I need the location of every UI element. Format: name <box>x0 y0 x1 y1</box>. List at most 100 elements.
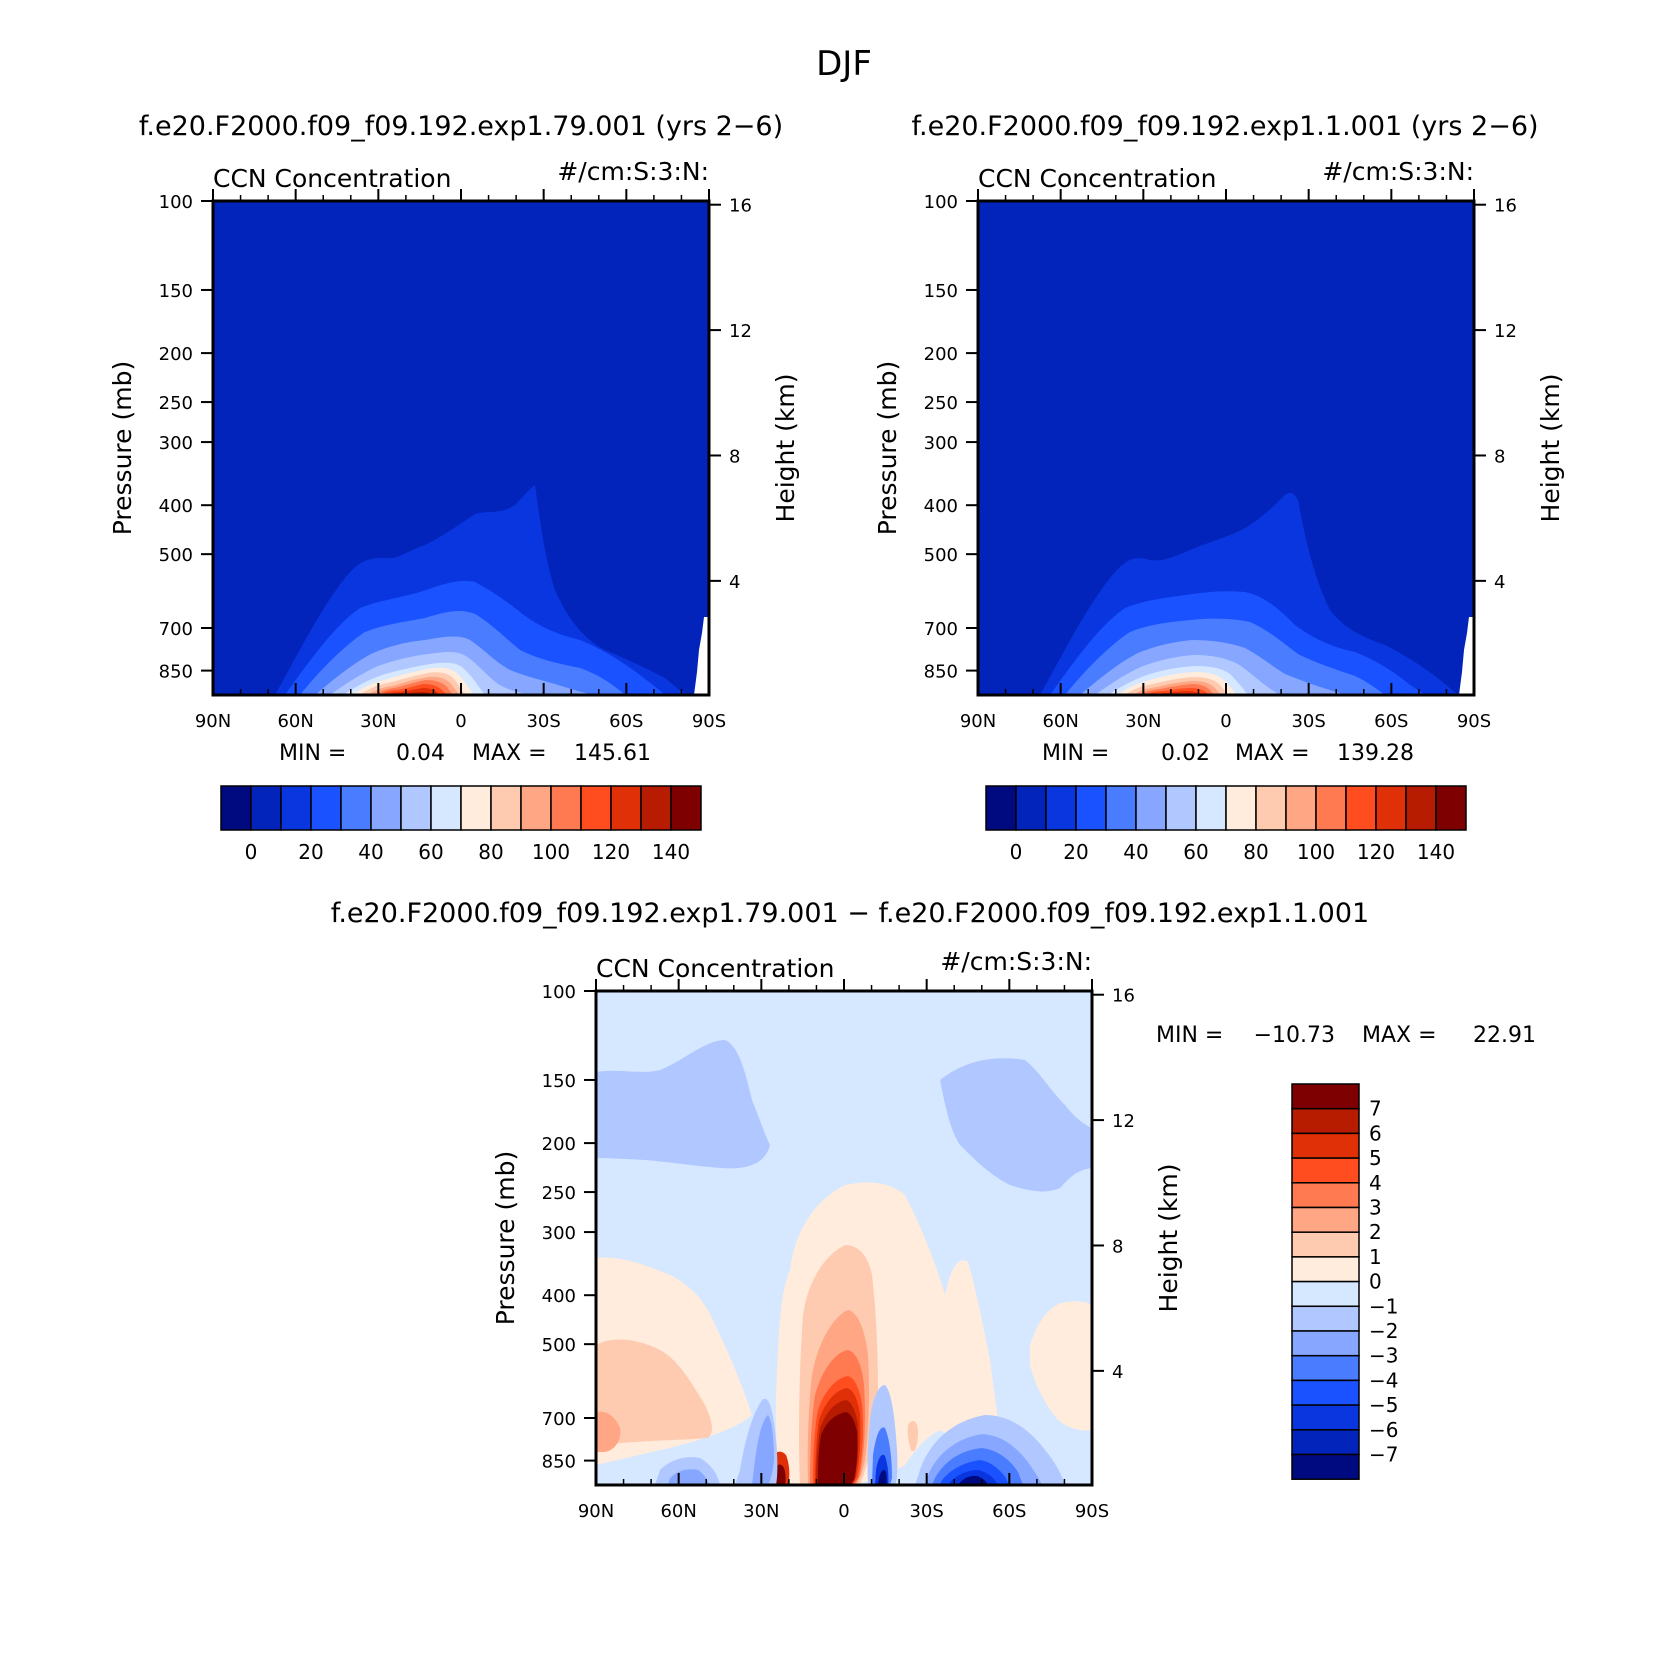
y-tick-label: 500 <box>924 545 958 566</box>
colorbar-swatch <box>1291 1231 1360 1258</box>
height-tick-label: 8 <box>729 446 740 467</box>
colorbar-swatch <box>1291 1354 1360 1382</box>
max-label: MAX = <box>1362 1023 1437 1048</box>
colorbar-swatch <box>1291 1305 1360 1332</box>
height-tick-label: 16 <box>1494 196 1517 217</box>
colorbar-label: 140 <box>652 840 690 864</box>
units-label: #/cm:S:3:N: <box>1322 157 1474 186</box>
colorbar-label: −7 <box>1369 1443 1398 1467</box>
colorbar-swatch <box>640 785 672 831</box>
variable-label: CCN Concentration <box>596 954 834 983</box>
colorbar-swatch <box>1291 1379 1360 1406</box>
height-tick-label: 8 <box>1494 446 1505 467</box>
positive-patch-right <box>1030 1301 1092 1431</box>
y-tick-label: 700 <box>542 1409 576 1430</box>
y-tick-label: 250 <box>924 393 958 414</box>
positive-patch-left-edge <box>596 1411 621 1452</box>
y-axis-label-left: Pressure (mb) <box>491 1151 520 1325</box>
colorbar-label: 140 <box>1417 840 1455 864</box>
min-label: MIN = <box>279 741 346 766</box>
x-tick-label: 30S <box>1291 711 1325 732</box>
units-label: #/cm:S:3:N: <box>557 157 709 186</box>
y-tick-label: 400 <box>924 496 958 517</box>
colorbar-label: 40 <box>1123 840 1148 864</box>
colorbar-swatch <box>670 785 702 831</box>
colorbar-swatch <box>1015 785 1047 831</box>
x-tick-label: 90S <box>1075 1501 1109 1522</box>
y-tick-label: 300 <box>159 433 193 454</box>
colorbar-swatch <box>280 785 312 831</box>
negative-patch-30n-inner <box>752 1415 774 1485</box>
figure-title: DJF <box>816 44 872 84</box>
colorbar-swatch <box>250 785 282 831</box>
colorbar-label: 120 <box>1357 840 1395 864</box>
colorbar-swatch <box>1291 1330 1360 1357</box>
y-axis-label-right: Height (km) <box>1154 1164 1183 1313</box>
height-tick-label: 4 <box>1112 1362 1123 1383</box>
y-tick-label: 850 <box>542 1452 576 1473</box>
positive-core-max <box>818 1412 858 1485</box>
y-tick-label: 400 <box>542 1286 576 1307</box>
colorbar-swatch <box>310 785 342 831</box>
panel-subtitle: f.e20.F2000.f09_f09.192.exp1.79.001 (yrs… <box>139 111 783 142</box>
colorbar-swatch <box>1225 785 1257 831</box>
x-tick-label: 60N <box>1042 711 1078 732</box>
colorbar-label: 0 <box>245 840 258 864</box>
x-tick-label: 60S <box>609 711 643 732</box>
height-tick-label: 12 <box>1494 321 1517 342</box>
height-tick-label: 4 <box>1494 572 1505 593</box>
contour-field <box>978 201 1474 695</box>
colorbar-label: −2 <box>1369 1319 1398 1343</box>
x-tick-label: 60N <box>277 711 313 732</box>
colorbar-label: 0 <box>1010 840 1023 864</box>
colorbar-swatch <box>1291 1083 1360 1110</box>
colorbar-label: 120 <box>592 840 630 864</box>
y-tick-label: 150 <box>924 281 958 302</box>
colorbar-swatch <box>1165 785 1197 831</box>
max-value: 145.61 <box>574 741 651 766</box>
y-tick-label: 100 <box>542 982 576 1003</box>
colorbar-swatch <box>400 785 432 831</box>
x-tick-label: 30S <box>526 711 560 732</box>
colorbar-swatch <box>490 785 522 831</box>
colorbar-label: 100 <box>532 840 570 864</box>
min-label: MIN = <box>1156 1023 1223 1048</box>
x-tick-label: 90N <box>578 1501 614 1522</box>
colorbar-control: 0 20 40 60 80 100 120 140 <box>985 785 1467 864</box>
panel-case: f.e20.F2000.f09_f09.192.exp1.79.001 (yrs… <box>108 111 800 766</box>
contour-level-white <box>694 617 709 695</box>
x-tick-label: 90N <box>960 711 996 732</box>
contour-field <box>213 201 709 695</box>
min-value: −10.73 <box>1254 1023 1335 1048</box>
y-axis-label-left: Pressure (mb) <box>108 361 137 535</box>
colorbar-label: −5 <box>1369 1393 1398 1417</box>
colorbar-swatch <box>1291 1256 1360 1283</box>
colorbar-swatch <box>1345 785 1377 831</box>
y-tick-label: 700 <box>924 619 958 640</box>
positive-spot-right <box>907 1420 918 1452</box>
colorbar-label: −1 <box>1369 1294 1398 1318</box>
panel-control: f.e20.F2000.f09_f09.192.exp1.1.001 (yrs … <box>873 111 1565 766</box>
plot-frame: 90N 60N 30N 0 30S 60S 90S 100 150 200 250 300 400 500… <box>924 189 1517 732</box>
max-value: 139.28 <box>1337 741 1414 766</box>
colorbar-swatch <box>1291 1206 1360 1233</box>
colorbar-label: 1 <box>1369 1245 1382 1269</box>
y-tick-label: 200 <box>542 1134 576 1155</box>
colorbar-label: 5 <box>1369 1146 1382 1170</box>
colorbar-swatch <box>340 785 372 831</box>
colorbar-label: 4 <box>1369 1171 1382 1195</box>
colorbar-swatch <box>550 785 582 831</box>
x-tick-label: 0 <box>1220 711 1231 732</box>
variable-label: CCN Concentration <box>978 164 1216 193</box>
y-axis-label-right: Height (km) <box>771 374 800 523</box>
colorbar-swatch <box>1291 1182 1360 1209</box>
x-tick-label: 60S <box>1374 711 1408 732</box>
negative-patch-upper-left <box>596 1040 770 1169</box>
colorbar-label: −4 <box>1369 1368 1398 1392</box>
contour-level-white <box>1459 617 1474 695</box>
colorbar-swatch <box>1195 785 1227 831</box>
colorbar-case: 0 20 40 60 80 100 120 140 <box>220 785 702 864</box>
y-tick-label: 200 <box>924 344 958 365</box>
y-axis-label-right: Height (km) <box>1536 374 1565 523</box>
